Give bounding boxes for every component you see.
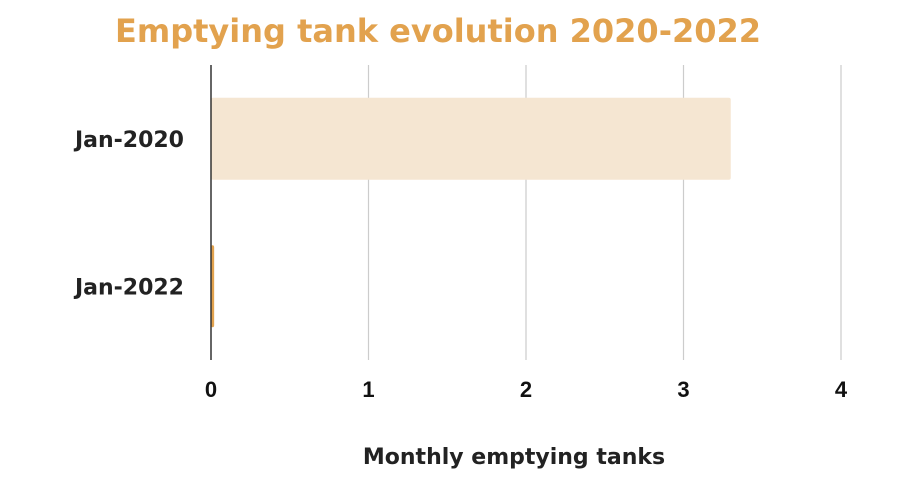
x-axis-title: Monthly emptying tanks [363,445,665,470]
bars [211,97,731,328]
category-labels: Jan-2020 Jan-2022 [73,128,184,301]
x-tick-label: 0 [205,377,217,402]
category-label: Jan-2020 [73,128,184,153]
x-tick-label: 3 [677,377,689,402]
x-tick-label: 1 [362,377,374,402]
x-tick-label: 4 [835,377,848,402]
category-label: Jan-2022 [73,275,184,300]
bar-jan-2020 [211,97,731,180]
x-tick-labels: 0 1 2 3 4 [205,377,848,402]
bar-jan-2022 [211,245,215,328]
x-tick-label: 2 [520,377,532,402]
chart-title: Emptying tank evolution 2020-2022 [115,12,762,50]
